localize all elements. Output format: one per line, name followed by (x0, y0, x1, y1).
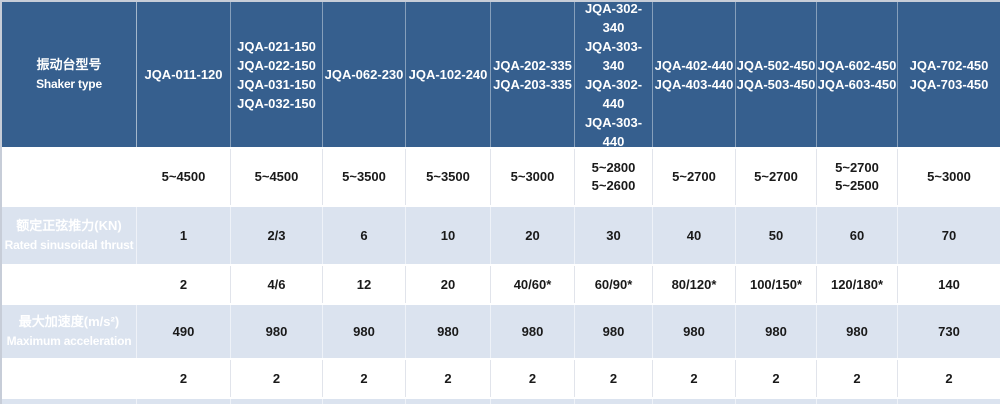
column-header-models-2: JQA-021-150 JQA-022-150 JQA-031-150 JQA-… (231, 2, 323, 147)
value-cell: 2 (736, 360, 817, 397)
row-label-en: Shock force (35, 287, 103, 301)
row-label-en: Maximum speed (23, 381, 115, 395)
row-label-cn: 额定正弦推力(KN) (16, 218, 122, 233)
value-cell: 980 (653, 305, 736, 358)
row-label-frequency-range: 频率范围(Hz) Frequency Range (2, 149, 137, 205)
value-cell (231, 399, 323, 404)
value-cell (575, 399, 653, 404)
value-cell: 2 (406, 360, 491, 397)
corner-label-cn: 振动台型号 (36, 57, 102, 72)
value-cell: 10 (406, 207, 491, 264)
row-label-partial (2, 399, 137, 404)
value-cell: 5~2700 5~2500 (817, 149, 898, 205)
column-header-models-10: JQA-702-450 JQA-703-450 (898, 2, 1000, 147)
value-cell (817, 399, 898, 404)
value-cell (137, 399, 231, 404)
value-cell: 12 (323, 266, 406, 303)
row-label-max-acceleration: 最大加速度(m/s²) Maximum acceleration (2, 305, 137, 358)
column-header-models-3: JQA-062-230 (323, 2, 406, 147)
column-header-models-9: JQA-602-450 JQA-603-450 (817, 2, 898, 147)
row-label-en: Frequency Range (20, 179, 118, 194)
value-cell: 120/180* (817, 266, 898, 303)
column-header-models-4: JQA-102-240 (406, 2, 491, 147)
value-cell: 5~4500 (231, 149, 323, 205)
row-label-shock-force: 冲击激振力(KN) Shock force (2, 266, 137, 303)
value-cell: 980 (231, 305, 323, 358)
value-cell: 40 (653, 207, 736, 264)
value-cell: 6 (323, 207, 406, 264)
row-label-cn: 最大加速度(m/s²) (18, 314, 120, 329)
column-header-models-5: JQA-202-335 JQA-203-335 (491, 2, 575, 147)
value-cell (653, 399, 736, 404)
value-cell: 5~2700 (653, 149, 736, 205)
table-header-row: 振动台型号 Shaker type JQA-011-120 JQA-021-15… (2, 2, 1000, 147)
table-row-shock-force: 冲击激振力(KN) Shock force 2 4/6 12 20 40/60*… (2, 264, 1000, 303)
value-cell: 1 (137, 207, 231, 264)
value-cell: 980 (323, 305, 406, 358)
row-label-rated-thrust: 额定正弦推力(KN) Rated sinusoidal thrust (2, 207, 137, 264)
value-cell: 980 (491, 305, 575, 358)
value-cell: 5~4500 (137, 149, 231, 205)
value-cell (323, 399, 406, 404)
value-cell: 80/120* (653, 266, 736, 303)
table-row-max-acceleration: 最大加速度(m/s²) Maximum acceleration 490 980… (2, 303, 1000, 358)
value-cell: 60 (817, 207, 898, 264)
table-row-partial (2, 397, 1000, 404)
value-cell: 5~3500 (406, 149, 491, 205)
corner-header-shaker-type: 振动台型号 Shaker type (2, 2, 137, 147)
table-row-max-speed: 最大速度(m/s) Maximum speed 2 2 2 2 2 2 2 2 … (2, 358, 1000, 397)
row-label-cn: 最大速度(m/s) (27, 361, 111, 376)
row-label-en: Rated sinusoidal thrust (4, 238, 134, 252)
row-label-en: Maximum acceleration (6, 334, 132, 348)
value-cell: 2 (137, 266, 231, 303)
value-cell: 20 (491, 207, 575, 264)
column-header-models-6: JQA-302-340 JQA-303-340 JQA-302-440 JQA-… (575, 2, 653, 147)
value-cell: 2/3 (231, 207, 323, 264)
value-cell: 2 (817, 360, 898, 397)
value-cell: 980 (406, 305, 491, 358)
value-cell: 5~2700 (736, 149, 817, 205)
value-cell: 30 (575, 207, 653, 264)
column-header-models-1: JQA-011-120 (137, 2, 231, 147)
value-cell (491, 399, 575, 404)
value-cell: 2 (137, 360, 231, 397)
value-cell: 2 (575, 360, 653, 397)
value-cell (736, 399, 817, 404)
value-cell: 2 (898, 360, 1000, 397)
value-cell: 5~3000 (898, 149, 1000, 205)
value-cell: 980 (575, 305, 653, 358)
column-header-models-7: JQA-402-440 JQA-403-440 (653, 2, 736, 147)
value-cell: 2 (653, 360, 736, 397)
row-label-cn: 频率范围(Hz) (30, 159, 108, 175)
value-cell (898, 399, 1000, 404)
value-cell: 5~3500 (323, 149, 406, 205)
value-cell: 2 (323, 360, 406, 397)
table-row-frequency-range: 频率范围(Hz) Frequency Range 5~4500 5~4500 5… (2, 147, 1000, 205)
value-cell: 2 (491, 360, 575, 397)
value-cell: 140 (898, 266, 1000, 303)
row-label-cn: 冲击激振力(KN) (22, 267, 116, 282)
value-cell (406, 399, 491, 404)
value-cell: 20 (406, 266, 491, 303)
value-cell: 4/6 (231, 266, 323, 303)
value-cell: 60/90* (575, 266, 653, 303)
value-cell: 5~3000 (491, 149, 575, 205)
column-header-models-8: JQA-502-450 JQA-503-450 (736, 2, 817, 147)
value-cell: 70 (898, 207, 1000, 264)
value-cell: 490 (137, 305, 231, 358)
value-cell: 50 (736, 207, 817, 264)
corner-label-en: Shaker type (36, 77, 102, 91)
value-cell: 980 (817, 305, 898, 358)
value-cell: 980 (736, 305, 817, 358)
row-label-max-speed: 最大速度(m/s) Maximum speed (2, 360, 137, 397)
value-cell: 40/60* (491, 266, 575, 303)
value-cell: 5~2800 5~2600 (575, 149, 653, 205)
value-cell: 730 (898, 305, 1000, 358)
value-cell: 100/150* (736, 266, 817, 303)
table-row-rated-thrust: 额定正弦推力(KN) Rated sinusoidal thrust 1 2/3… (2, 205, 1000, 264)
value-cell: 2 (231, 360, 323, 397)
